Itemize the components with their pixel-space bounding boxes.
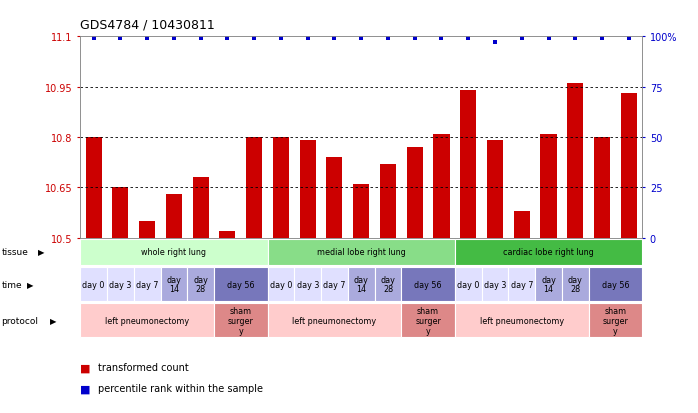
Bar bbox=[348, 267, 375, 301]
Bar bbox=[535, 267, 562, 301]
Text: day
28: day 28 bbox=[568, 275, 583, 294]
Text: ▶: ▶ bbox=[38, 248, 45, 257]
Bar bbox=[455, 304, 588, 337]
Text: day 7: day 7 bbox=[323, 280, 346, 289]
Bar bbox=[407, 148, 423, 238]
Bar bbox=[327, 158, 343, 238]
Text: day 3: day 3 bbox=[109, 280, 132, 289]
Text: tissue: tissue bbox=[1, 248, 29, 257]
Text: sham
surger
y: sham surger y bbox=[415, 306, 441, 335]
Bar bbox=[80, 239, 267, 266]
Bar bbox=[107, 267, 134, 301]
Bar bbox=[214, 304, 267, 337]
Bar bbox=[455, 239, 642, 266]
Bar bbox=[86, 138, 102, 238]
Text: percentile rank within the sample: percentile rank within the sample bbox=[98, 383, 262, 393]
Bar bbox=[267, 267, 295, 301]
Text: day 0: day 0 bbox=[82, 280, 105, 289]
Bar bbox=[588, 304, 642, 337]
Bar bbox=[588, 267, 642, 301]
Text: GDS4784 / 10430811: GDS4784 / 10430811 bbox=[80, 18, 215, 31]
Text: left pneumonectomy: left pneumonectomy bbox=[480, 316, 564, 325]
Bar bbox=[139, 221, 155, 238]
Bar bbox=[353, 185, 369, 238]
Text: day 7: day 7 bbox=[136, 280, 158, 289]
Bar bbox=[267, 239, 455, 266]
Bar bbox=[487, 141, 503, 238]
Text: transformed count: transformed count bbox=[98, 363, 188, 373]
Text: day
14: day 14 bbox=[167, 275, 181, 294]
Bar bbox=[540, 134, 556, 238]
Bar bbox=[380, 164, 396, 238]
Text: left pneumonectomy: left pneumonectomy bbox=[292, 316, 376, 325]
Text: day 3: day 3 bbox=[484, 280, 506, 289]
Bar bbox=[187, 267, 214, 301]
Text: ■: ■ bbox=[80, 383, 91, 393]
Bar bbox=[321, 267, 348, 301]
Bar bbox=[267, 304, 401, 337]
Text: day 56: day 56 bbox=[602, 280, 629, 289]
Text: day
14: day 14 bbox=[354, 275, 369, 294]
Text: day 0: day 0 bbox=[457, 280, 480, 289]
Text: day 0: day 0 bbox=[269, 280, 292, 289]
Bar bbox=[594, 138, 610, 238]
Bar bbox=[246, 138, 262, 238]
Bar bbox=[401, 304, 455, 337]
Bar bbox=[219, 231, 235, 238]
Bar bbox=[295, 267, 321, 301]
Bar bbox=[621, 94, 637, 238]
Text: day 56: day 56 bbox=[227, 280, 255, 289]
Text: ▶: ▶ bbox=[50, 316, 56, 325]
Text: whole right lung: whole right lung bbox=[142, 248, 207, 257]
Text: sham
surger
y: sham surger y bbox=[228, 306, 254, 335]
Bar bbox=[161, 267, 187, 301]
Bar bbox=[562, 267, 588, 301]
Text: medial lobe right lung: medial lobe right lung bbox=[317, 248, 406, 257]
Bar bbox=[80, 304, 214, 337]
Text: time: time bbox=[1, 280, 22, 289]
Text: protocol: protocol bbox=[1, 316, 38, 325]
Text: cardiac lobe right lung: cardiac lobe right lung bbox=[503, 248, 594, 257]
Text: ■: ■ bbox=[80, 363, 91, 373]
Text: day
28: day 28 bbox=[193, 275, 208, 294]
Bar bbox=[508, 267, 535, 301]
Text: sham
surger
y: sham surger y bbox=[602, 306, 628, 335]
Bar bbox=[567, 84, 584, 238]
Bar bbox=[80, 267, 107, 301]
Bar bbox=[112, 188, 128, 238]
Text: left pneumonectomy: left pneumonectomy bbox=[105, 316, 189, 325]
Text: day
28: day 28 bbox=[380, 275, 395, 294]
Bar bbox=[401, 267, 455, 301]
Bar bbox=[514, 211, 530, 238]
Bar bbox=[455, 267, 482, 301]
Text: day 7: day 7 bbox=[510, 280, 533, 289]
Bar bbox=[299, 141, 315, 238]
Bar bbox=[273, 138, 289, 238]
Text: day 56: day 56 bbox=[415, 280, 442, 289]
Text: ▶: ▶ bbox=[27, 280, 34, 289]
Text: day
14: day 14 bbox=[541, 275, 556, 294]
Bar bbox=[193, 178, 209, 238]
Bar bbox=[460, 91, 476, 238]
Bar bbox=[433, 134, 450, 238]
Bar bbox=[214, 267, 267, 301]
Bar bbox=[482, 267, 508, 301]
Text: day 3: day 3 bbox=[297, 280, 319, 289]
Bar bbox=[375, 267, 401, 301]
Bar bbox=[134, 267, 161, 301]
Bar bbox=[166, 195, 182, 238]
